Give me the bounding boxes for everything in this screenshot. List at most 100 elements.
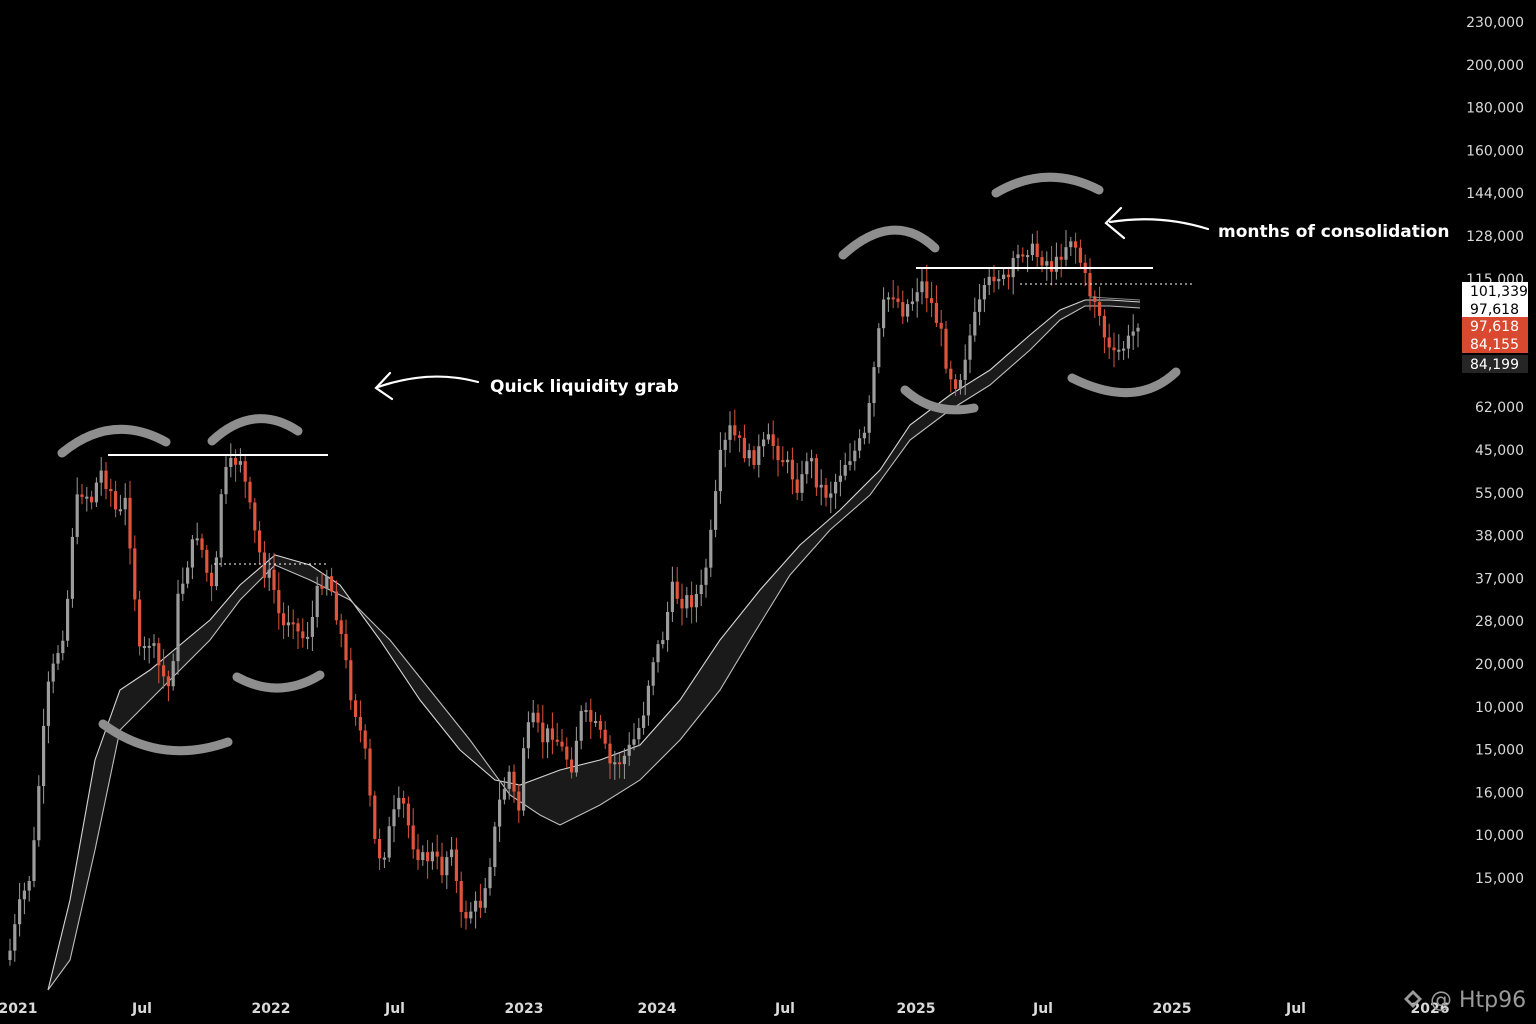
candle-body (402, 797, 406, 804)
candle-body (877, 328, 881, 368)
candlestick-series (8, 230, 1140, 966)
candle-body (214, 557, 218, 587)
y-tick-label: 55,000 (1475, 486, 1524, 502)
candle-body (13, 924, 17, 951)
price-tag-box (1462, 317, 1528, 335)
candle-body (1050, 261, 1054, 272)
candle-body (555, 739, 559, 742)
candle-body (723, 439, 727, 450)
candle-body (253, 502, 257, 531)
candle-body (1016, 254, 1020, 259)
candle-body (291, 622, 295, 625)
candle-body (656, 644, 660, 663)
arrow-consolidation-icon (1108, 218, 1210, 231)
candle-body (776, 445, 780, 461)
candle-body (867, 403, 871, 433)
candle-body (258, 530, 262, 553)
candle-body (205, 549, 209, 573)
candle-body (1078, 247, 1082, 263)
x-tick-label: 2023 (505, 1001, 544, 1017)
arrow-consolidation-head-icon (1104, 206, 1126, 240)
candle-body (642, 715, 646, 728)
candle-body (382, 857, 386, 860)
ma-tail-line (1089, 296, 1141, 301)
candle-body (901, 302, 905, 317)
candle-body (742, 437, 746, 459)
candle-body (190, 539, 194, 568)
candle-body (718, 449, 722, 492)
price-levels (108, 267, 1192, 565)
candle-body (502, 788, 506, 800)
candle-body (824, 484, 828, 498)
candle-body (1040, 257, 1044, 266)
candle-body (694, 594, 698, 608)
y-tick-label: 160,000 (1466, 143, 1524, 159)
candle-body (406, 803, 410, 826)
candle-body (709, 529, 713, 568)
candle-body (330, 576, 334, 592)
candle-body (229, 457, 233, 467)
y-tick-label: 200,000 (1466, 58, 1524, 74)
candle-body (603, 729, 607, 744)
candle-body (109, 488, 113, 492)
x-tick-label: Jul (1285, 1001, 1306, 1017)
arrow-liquidity-head-icon (374, 371, 394, 401)
candle-body (550, 728, 554, 740)
candle-body (430, 851, 434, 862)
candle-body (579, 711, 583, 741)
candle-body (392, 809, 396, 827)
candle-body (891, 297, 895, 300)
candle-body (166, 676, 170, 687)
y-tick-label: 37,000 (1475, 571, 1524, 587)
candle-body (286, 622, 290, 626)
candle-body (46, 681, 50, 726)
candle-body (1006, 274, 1010, 278)
candle-body (1035, 243, 1039, 258)
candle-body (536, 712, 540, 723)
candle-body (853, 450, 857, 462)
candle-body (790, 459, 794, 480)
candle-body (766, 434, 770, 440)
candle-body (594, 721, 598, 724)
candle-body (978, 299, 982, 312)
candle-body (944, 328, 948, 369)
candle-body (325, 576, 329, 589)
x-tick-label: 2022 (252, 1001, 291, 1017)
candle-body (1126, 335, 1130, 349)
candle-body (1117, 349, 1121, 352)
candle-body (262, 552, 266, 578)
candle-body (66, 598, 70, 641)
price-tag-label: 84,155 (1470, 337, 1519, 353)
candle-body (584, 710, 588, 713)
candle-body (469, 911, 473, 919)
candle-body (613, 762, 617, 765)
candle-body (872, 367, 876, 404)
candle-body (1074, 241, 1078, 248)
candle-body (210, 572, 214, 587)
candle-body (541, 722, 545, 743)
candle-body (354, 700, 358, 717)
candle-body (1088, 273, 1092, 297)
candle-body (133, 548, 137, 600)
annotation-consolidation: months of consolidation (1218, 222, 1449, 242)
candle-body (349, 660, 353, 701)
x-axis: 2021 Jul 2022 Jul 2023 2024 Jul 2025 Jul 2025 Jul 2… (0, 1001, 1449, 1017)
candle-body (42, 725, 46, 787)
candle-body (1131, 331, 1135, 336)
moving-average-ribbon (47, 299, 1141, 991)
candle-body (565, 746, 569, 760)
candle-body (925, 281, 929, 299)
candle-body (70, 536, 74, 599)
candle-body (493, 826, 497, 867)
candle-body (973, 311, 977, 336)
candle-body (1136, 327, 1140, 332)
x-tick-label: 2024 (638, 1001, 677, 1017)
candle-body (90, 496, 94, 503)
x-tick-label: Jul (131, 1001, 152, 1017)
candle-body (882, 299, 886, 329)
price-tag-box (1462, 300, 1528, 318)
candle-body (142, 646, 146, 649)
candle-body (387, 826, 391, 858)
candle-body (1093, 296, 1097, 302)
